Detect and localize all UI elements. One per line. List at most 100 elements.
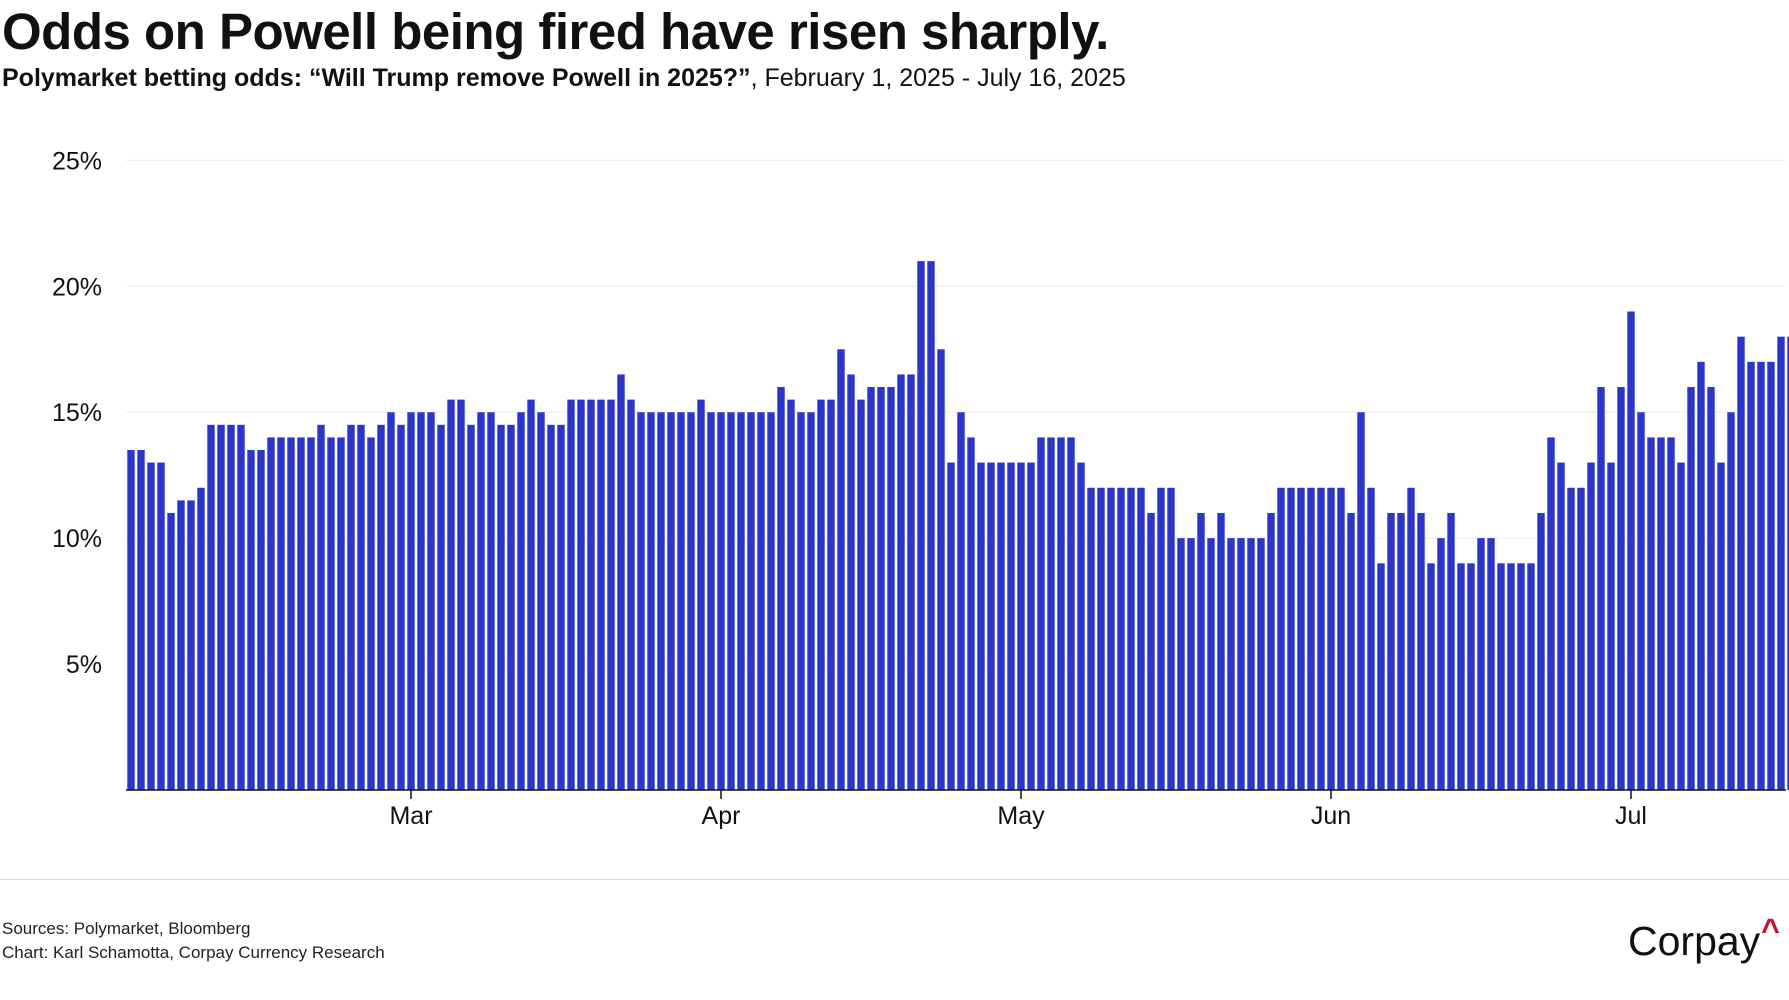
y-tick-label: 5% — [66, 651, 102, 679]
bar — [1167, 487, 1175, 790]
bar — [1507, 563, 1515, 790]
bar — [627, 399, 635, 790]
bar — [1397, 512, 1405, 790]
bar — [1767, 361, 1775, 790]
bar — [477, 412, 485, 790]
bar — [1547, 437, 1555, 790]
bar — [277, 437, 285, 790]
bar — [827, 399, 835, 790]
bar — [1247, 538, 1255, 790]
bar — [777, 387, 785, 790]
bar — [1277, 487, 1285, 790]
bar — [1007, 462, 1015, 790]
bar — [1187, 538, 1195, 790]
bar — [727, 412, 735, 790]
x-tick-label: May — [997, 802, 1045, 830]
sources-line: Sources: Polymarket, Bloomberg — [2, 919, 251, 938]
bar — [927, 261, 935, 790]
bar — [1747, 361, 1755, 790]
x-axis: Mar Apr May Jun Jul — [126, 789, 1786, 830]
bar — [157, 462, 165, 790]
bar — [1737, 336, 1745, 790]
bar — [1077, 462, 1085, 790]
bar — [177, 500, 185, 790]
bar — [1517, 563, 1525, 790]
bar — [507, 424, 515, 790]
bar — [1297, 487, 1305, 790]
bar — [1607, 462, 1615, 790]
credit-line: Chart: Karl Schamotta, Corpay Currency R… — [2, 943, 385, 962]
y-tick-label: 10% — [52, 525, 102, 553]
bar — [337, 437, 345, 790]
bar — [347, 424, 355, 790]
bar — [957, 412, 965, 790]
bar — [687, 412, 695, 790]
bar — [1337, 487, 1345, 790]
bar — [187, 500, 195, 790]
bar — [1497, 563, 1505, 790]
bar — [977, 462, 985, 790]
bar — [1637, 412, 1645, 790]
bar — [1537, 512, 1545, 790]
bar — [1127, 487, 1135, 790]
bar — [147, 462, 155, 790]
bar — [217, 424, 225, 790]
bar — [637, 412, 645, 790]
bar — [247, 450, 255, 790]
bar — [1687, 387, 1695, 790]
bar — [1707, 387, 1715, 790]
bar — [867, 387, 875, 790]
bar — [497, 424, 505, 790]
bar — [317, 424, 325, 790]
bar — [857, 399, 865, 790]
bar — [1267, 512, 1275, 790]
x-tick-label: Jul — [1615, 802, 1647, 830]
bar — [1757, 361, 1765, 790]
bar — [1357, 412, 1365, 790]
bar — [1487, 538, 1495, 790]
y-tick-label: 25% — [52, 147, 102, 175]
bar — [797, 412, 805, 790]
bar — [367, 437, 375, 790]
bar — [487, 412, 495, 790]
bar — [527, 399, 535, 790]
bar — [1447, 512, 1455, 790]
bar — [1657, 437, 1665, 790]
bar — [1367, 487, 1375, 790]
bar — [617, 374, 625, 790]
bar — [1137, 487, 1145, 790]
bar — [647, 412, 655, 790]
bar — [327, 437, 335, 790]
bar — [1237, 538, 1245, 790]
bar — [767, 412, 775, 790]
y-axis: 5% 10% 15% 20% 25% — [52, 147, 102, 679]
bar — [997, 462, 1005, 790]
footer-divider — [0, 879, 1789, 880]
bar — [1327, 487, 1335, 790]
bar — [547, 424, 555, 790]
gridlines — [126, 159, 1786, 665]
bar — [1017, 462, 1025, 790]
y-tick-label: 20% — [52, 273, 102, 301]
bar — [1477, 538, 1485, 790]
bar — [577, 399, 585, 790]
bar — [517, 412, 525, 790]
bar — [1587, 462, 1595, 790]
bar — [967, 437, 975, 790]
bar — [1437, 538, 1445, 790]
bar — [897, 374, 905, 790]
bar — [1677, 462, 1685, 790]
bar — [1157, 487, 1165, 790]
bar — [1347, 512, 1355, 790]
bar — [807, 412, 815, 790]
bar — [1317, 487, 1325, 790]
bar — [1227, 538, 1235, 790]
bar — [257, 450, 265, 790]
bar — [787, 399, 795, 790]
bar — [737, 412, 745, 790]
bar — [837, 349, 845, 790]
bar — [457, 399, 465, 790]
bar-chart: 5% 10% 15% 20% 25% Mar Apr May Jun Jul — [52, 147, 1789, 830]
bar — [1387, 512, 1395, 790]
bar — [847, 374, 855, 790]
